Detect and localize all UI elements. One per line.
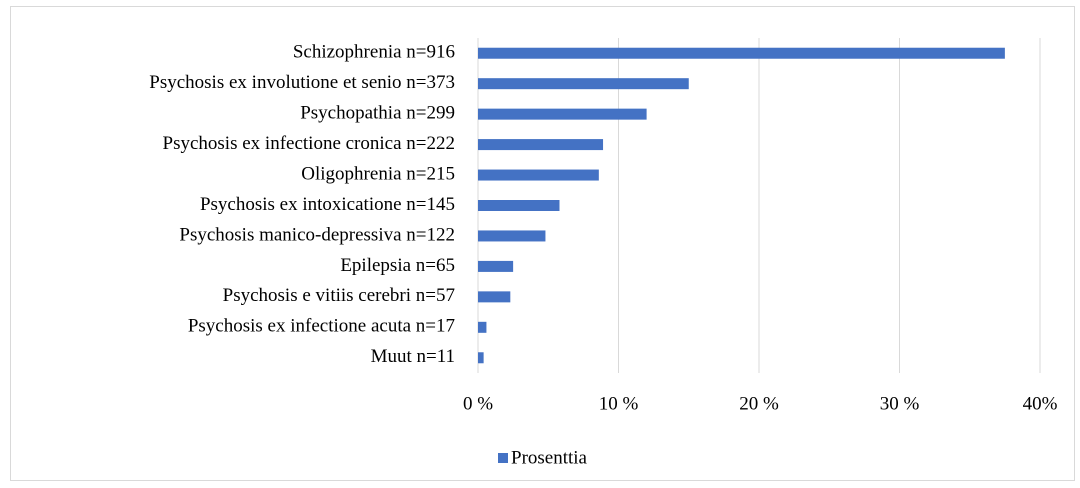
bar — [478, 200, 560, 211]
x-tick-label: 0 % — [463, 393, 493, 414]
x-tick-label: 30 % — [880, 393, 920, 414]
y-tick-label: Schizophrenia n=916 — [293, 42, 455, 63]
y-tick-label: Psychosis e vitiis cerebri n=57 — [223, 285, 455, 306]
bar — [478, 230, 546, 242]
bar — [478, 260, 514, 272]
bar — [478, 108, 647, 120]
bar — [478, 139, 604, 151]
bar — [478, 291, 511, 303]
legend-label: Prosenttia — [511, 447, 588, 468]
y-tick-label: Psychosis manico-depressiva n=122 — [179, 224, 455, 245]
y-tick-label: Oligophrenia n=215 — [301, 163, 455, 184]
y-tick-label: Epilepsia n=65 — [340, 255, 455, 276]
bar — [478, 47, 1005, 59]
x-tick-label: 20 % — [739, 393, 779, 414]
legend-swatch — [498, 453, 508, 463]
y-tick-label: Muut n=11 — [371, 346, 455, 367]
y-tick-label: Psychosis ex infectione acuta n=17 — [188, 316, 455, 337]
x-tick-label: 40% — [1023, 393, 1058, 414]
bar — [478, 78, 689, 90]
bar — [478, 352, 484, 364]
y-tick-label: Psychopathia n=299 — [300, 102, 455, 123]
y-tick-label: Psychosis ex infectione cronica n=222 — [163, 133, 455, 154]
bar — [478, 321, 487, 333]
x-tick-label: 10 % — [599, 393, 639, 414]
bar — [478, 169, 599, 181]
y-tick-label: Psychosis ex involutione et senio n=373 — [149, 72, 455, 93]
y-tick-label: Psychosis ex intoxicatione n=145 — [200, 194, 455, 215]
